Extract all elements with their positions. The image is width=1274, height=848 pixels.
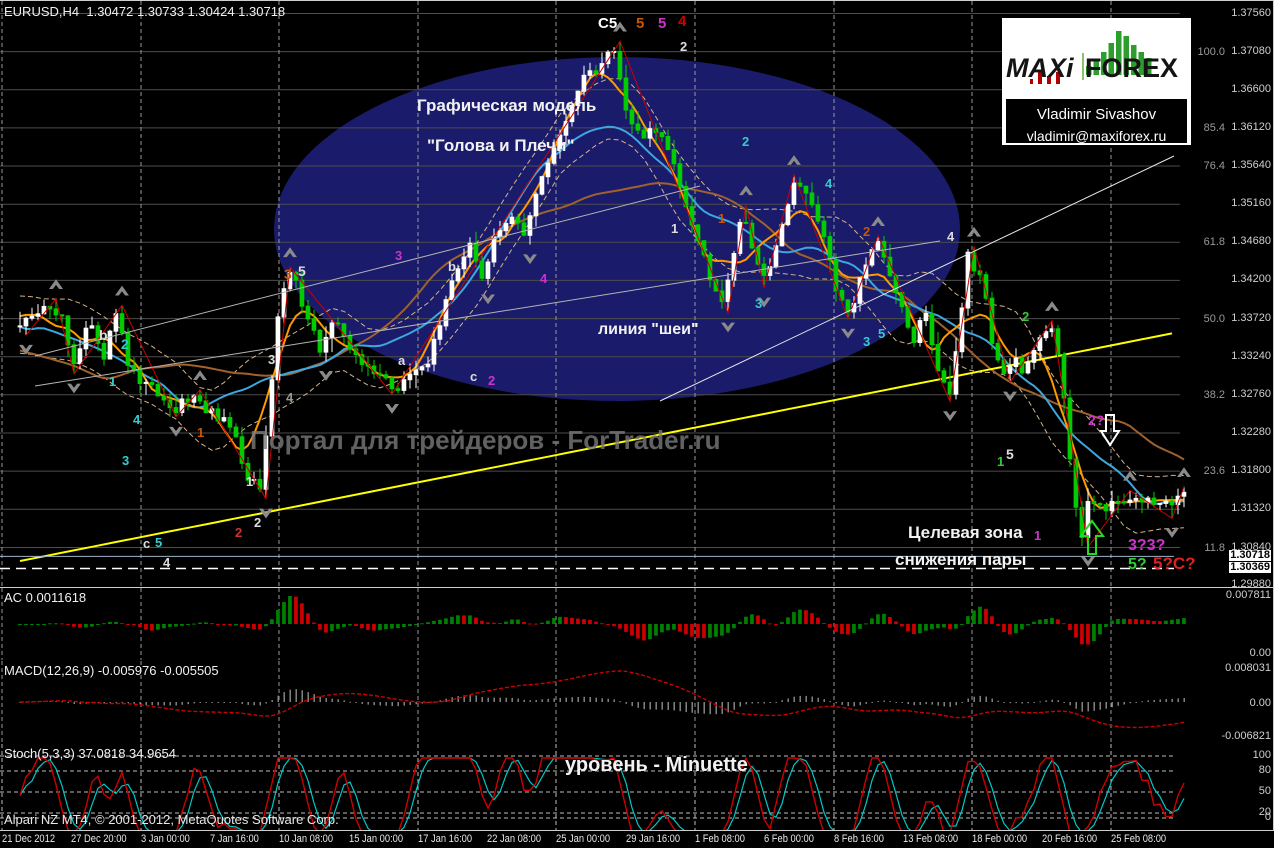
- svg-text:MAXi: MAXi: [1006, 53, 1074, 83]
- svg-text:FOREX: FOREX: [1085, 53, 1178, 83]
